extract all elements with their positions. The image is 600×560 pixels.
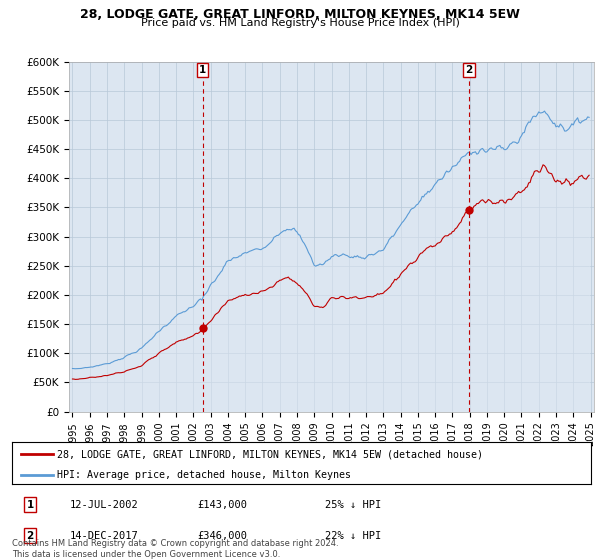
Text: HPI: Average price, detached house, Milton Keynes: HPI: Average price, detached house, Milt… bbox=[57, 470, 351, 480]
Text: 1: 1 bbox=[26, 500, 34, 510]
Text: Price paid vs. HM Land Registry's House Price Index (HPI): Price paid vs. HM Land Registry's House … bbox=[140, 18, 460, 29]
Text: 25% ↓ HPI: 25% ↓ HPI bbox=[325, 500, 381, 510]
Text: £143,000: £143,000 bbox=[197, 500, 247, 510]
Text: 12-JUL-2002: 12-JUL-2002 bbox=[70, 500, 139, 510]
Text: 22% ↓ HPI: 22% ↓ HPI bbox=[325, 531, 381, 540]
Text: 2: 2 bbox=[466, 65, 473, 75]
Text: 28, LODGE GATE, GREAT LINFORD, MILTON KEYNES, MK14 5EW: 28, LODGE GATE, GREAT LINFORD, MILTON KE… bbox=[80, 8, 520, 21]
Text: 2: 2 bbox=[26, 531, 34, 540]
Text: Contains HM Land Registry data © Crown copyright and database right 2024.
This d: Contains HM Land Registry data © Crown c… bbox=[12, 539, 338, 559]
Text: 1: 1 bbox=[199, 65, 206, 75]
Text: 14-DEC-2017: 14-DEC-2017 bbox=[70, 531, 139, 540]
Text: 28, LODGE GATE, GREAT LINFORD, MILTON KEYNES, MK14 5EW (detached house): 28, LODGE GATE, GREAT LINFORD, MILTON KE… bbox=[57, 449, 483, 459]
Text: £346,000: £346,000 bbox=[197, 531, 247, 540]
